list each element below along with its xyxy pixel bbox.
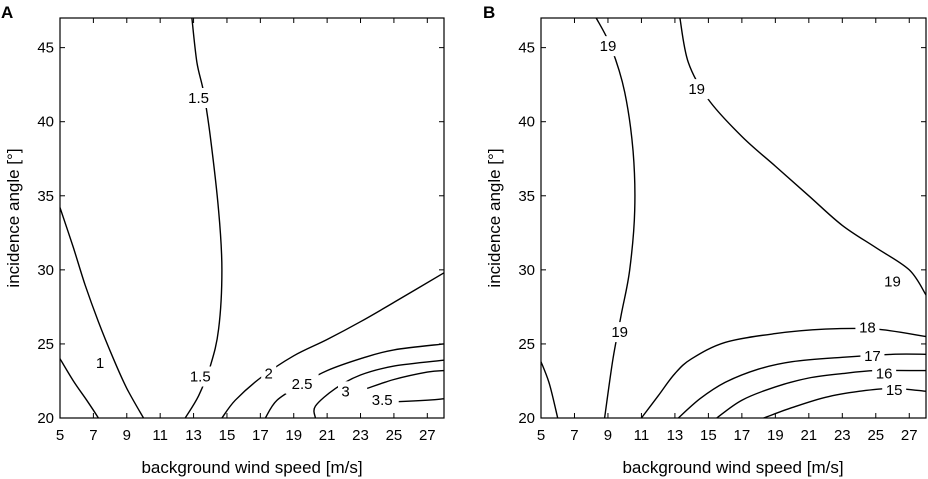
panel-a-y-axis-label: incidence angle [°] — [4, 148, 23, 287]
panel-b-x-axis-label: background wind speed [m/s] — [622, 458, 843, 477]
y-tick-label: 40 — [37, 114, 54, 131]
panel-a-plot-frame — [59, 17, 445, 419]
contour-label-background — [860, 345, 885, 366]
panel-b-ticks: 5 7 9 11 13 15 17 19 21 23 25 27 20 25 30 35 40 45 — [518, 18, 926, 444]
y-tick-label: 25 — [518, 336, 535, 353]
contour-line-19 — [595, 17, 636, 419]
panel-letter-b: B — [483, 3, 495, 22]
y-tick-label: 40 — [518, 114, 535, 131]
panel-a-contour-labels: 1 1.5 1.5 2 2.5 3 3.5 — [92, 88, 399, 411]
x-tick-label: 13 — [185, 427, 202, 444]
contour-label-1-5: 1.5 — [190, 369, 211, 386]
contour-line-3-5 — [397, 398, 445, 403]
contour-label-16: 16 — [876, 366, 893, 383]
contour-label-18: 18 — [859, 320, 876, 337]
contour-label-background — [684, 79, 709, 100]
x-tick-label: 5 — [537, 427, 545, 444]
x-tick-label: 9 — [604, 427, 612, 444]
panel-letter-a: A — [1, 3, 13, 22]
contour-line-2 — [221, 272, 445, 419]
contour-label-background — [182, 88, 216, 108]
x-tick-label: 27 — [419, 427, 436, 444]
x-tick-label: 13 — [667, 427, 684, 444]
contour-label-1-5: 1.5 — [188, 90, 209, 107]
x-tick-label: 19 — [285, 427, 302, 444]
contour-label-3: 3 — [341, 383, 349, 400]
x-tick-label: 25 — [386, 427, 403, 444]
contour-label-19: 19 — [884, 274, 901, 291]
contour-label-19: 19 — [688, 81, 705, 98]
x-tick-label: 19 — [767, 427, 784, 444]
panel-b-plot-frame — [540, 17, 927, 419]
x-tick-label: 27 — [901, 427, 918, 444]
y-tick-label: 30 — [37, 262, 54, 279]
y-tick-label: 35 — [518, 188, 535, 205]
contour-label-15: 15 — [886, 382, 903, 399]
contour-line-3-5 — [366, 369, 445, 390]
contour-label-background — [365, 390, 399, 411]
panel-a-x-axis-label: background wind speed [m/s] — [141, 458, 362, 477]
contour-line-3 — [313, 359, 445, 419]
contour-line-1 — [59, 358, 99, 419]
x-tick-label: 23 — [834, 427, 851, 444]
y-tick-label: 20 — [518, 410, 535, 427]
x-tick-label: 21 — [319, 427, 336, 444]
x-tick-label: 25 — [867, 427, 884, 444]
panel-a-contours — [59, 17, 445, 419]
contour-label-19: 19 — [611, 324, 628, 341]
contour-label-1: 1 — [96, 355, 104, 372]
contour-line-17 — [677, 353, 927, 419]
contour-label-background — [872, 363, 897, 384]
x-tick-label: 21 — [800, 427, 817, 444]
x-tick-label: 9 — [123, 427, 131, 444]
contour-label-2-5: 2.5 — [292, 376, 313, 393]
x-tick-label: 17 — [252, 427, 269, 444]
x-tick-label: 15 — [219, 427, 236, 444]
contour-label-background — [92, 353, 108, 374]
contour-label-17: 17 — [864, 348, 881, 365]
contour-label-background — [880, 271, 905, 292]
y-tick-label: 35 — [37, 188, 54, 205]
contour-label-background — [882, 379, 907, 400]
y-tick-label: 30 — [518, 262, 535, 279]
contour-label-background — [595, 36, 620, 57]
y-tick-label: 25 — [37, 336, 54, 353]
contour-label-background — [261, 363, 277, 384]
contour-line-2-5 — [264, 343, 445, 419]
contour-label-background — [855, 317, 880, 338]
contour-label-3-5: 3.5 — [372, 392, 393, 409]
contour-label-background — [285, 373, 319, 394]
contour-label-background — [183, 366, 217, 387]
x-tick-label: 7 — [89, 427, 97, 444]
contour-line-edge — [540, 361, 559, 419]
x-tick-label: 15 — [700, 427, 717, 444]
panel-b-y-axis-label: incidence angle [°] — [485, 148, 504, 287]
contour-label-background — [607, 322, 632, 343]
y-tick-label: 45 — [518, 40, 535, 57]
contour-label-background — [337, 381, 353, 402]
x-tick-label: 7 — [570, 427, 578, 444]
contour-line-19 — [679, 17, 927, 296]
x-tick-label: 23 — [352, 427, 369, 444]
contour-line-1 — [59, 207, 145, 419]
x-tick-label: 5 — [56, 427, 64, 444]
x-tick-label: 11 — [634, 427, 650, 444]
contour-label-19: 19 — [600, 38, 617, 55]
contour-line-1-5 — [184, 17, 223, 419]
x-tick-label: 17 — [734, 427, 751, 444]
contour-label-2: 2 — [265, 366, 273, 383]
x-tick-label: 11 — [152, 427, 168, 444]
y-tick-label: 20 — [37, 410, 54, 427]
y-tick-label: 45 — [37, 40, 54, 57]
